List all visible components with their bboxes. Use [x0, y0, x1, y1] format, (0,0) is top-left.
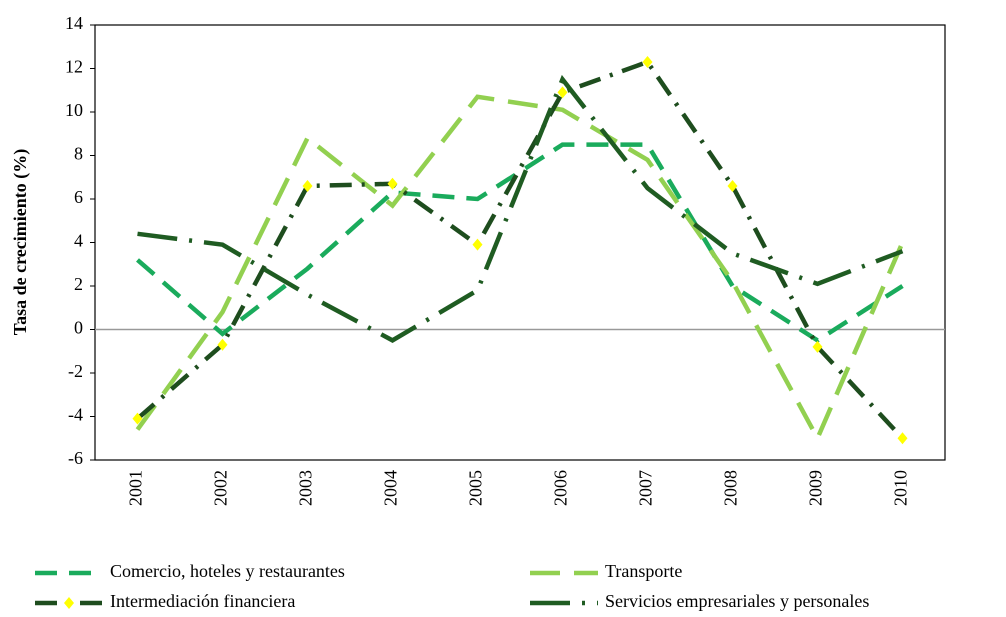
- y-tick-label: 14: [65, 13, 83, 33]
- y-tick-label: 0: [74, 318, 83, 338]
- x-tick-label: 2003: [296, 470, 316, 506]
- legend-label: Servicios empresariales y personales: [605, 591, 869, 611]
- y-tick-label: -4: [68, 405, 83, 425]
- x-tick-label: 2008: [721, 470, 741, 506]
- y-tick-label: 8: [74, 144, 83, 164]
- marker: [812, 340, 823, 353]
- x-tick-label: 2006: [551, 470, 571, 506]
- y-tick-label: 12: [65, 57, 83, 77]
- y-axis-label: Tasa de crecimiento (%): [10, 149, 31, 335]
- marker: [897, 432, 908, 445]
- marker: [727, 179, 738, 192]
- marker: [472, 238, 483, 251]
- x-tick-label: 2007: [636, 470, 656, 506]
- y-tick-label: 4: [74, 231, 83, 251]
- x-tick-label: 2010: [891, 470, 911, 506]
- x-tick-label: 2005: [466, 470, 486, 506]
- series-line: [135, 94, 905, 444]
- series-line: [136, 142, 904, 344]
- legend-label: Transporte: [605, 561, 682, 581]
- x-tick-label: 2004: [381, 470, 401, 506]
- y-tick-label: -6: [68, 448, 83, 468]
- marker: [387, 177, 398, 190]
- y-tick-label: 2: [74, 274, 83, 294]
- x-tick-label: 2001: [126, 470, 146, 506]
- legend-label: Intermediación financiera: [110, 591, 295, 611]
- marker: [557, 86, 568, 99]
- marker: [642, 55, 653, 68]
- y-tick-label: 6: [74, 187, 83, 207]
- legend-label: Comercio, hoteles y restaurantes: [110, 561, 345, 581]
- marker: [217, 338, 228, 351]
- marker: [302, 179, 313, 192]
- y-tick-label: -2: [68, 361, 83, 381]
- x-tick-label: 2002: [211, 470, 231, 506]
- x-tick-label: 2009: [806, 470, 826, 506]
- legend-marker: [64, 597, 74, 609]
- y-tick-label: 10: [65, 100, 83, 120]
- series-line: [137, 74, 904, 343]
- marker: [132, 412, 143, 425]
